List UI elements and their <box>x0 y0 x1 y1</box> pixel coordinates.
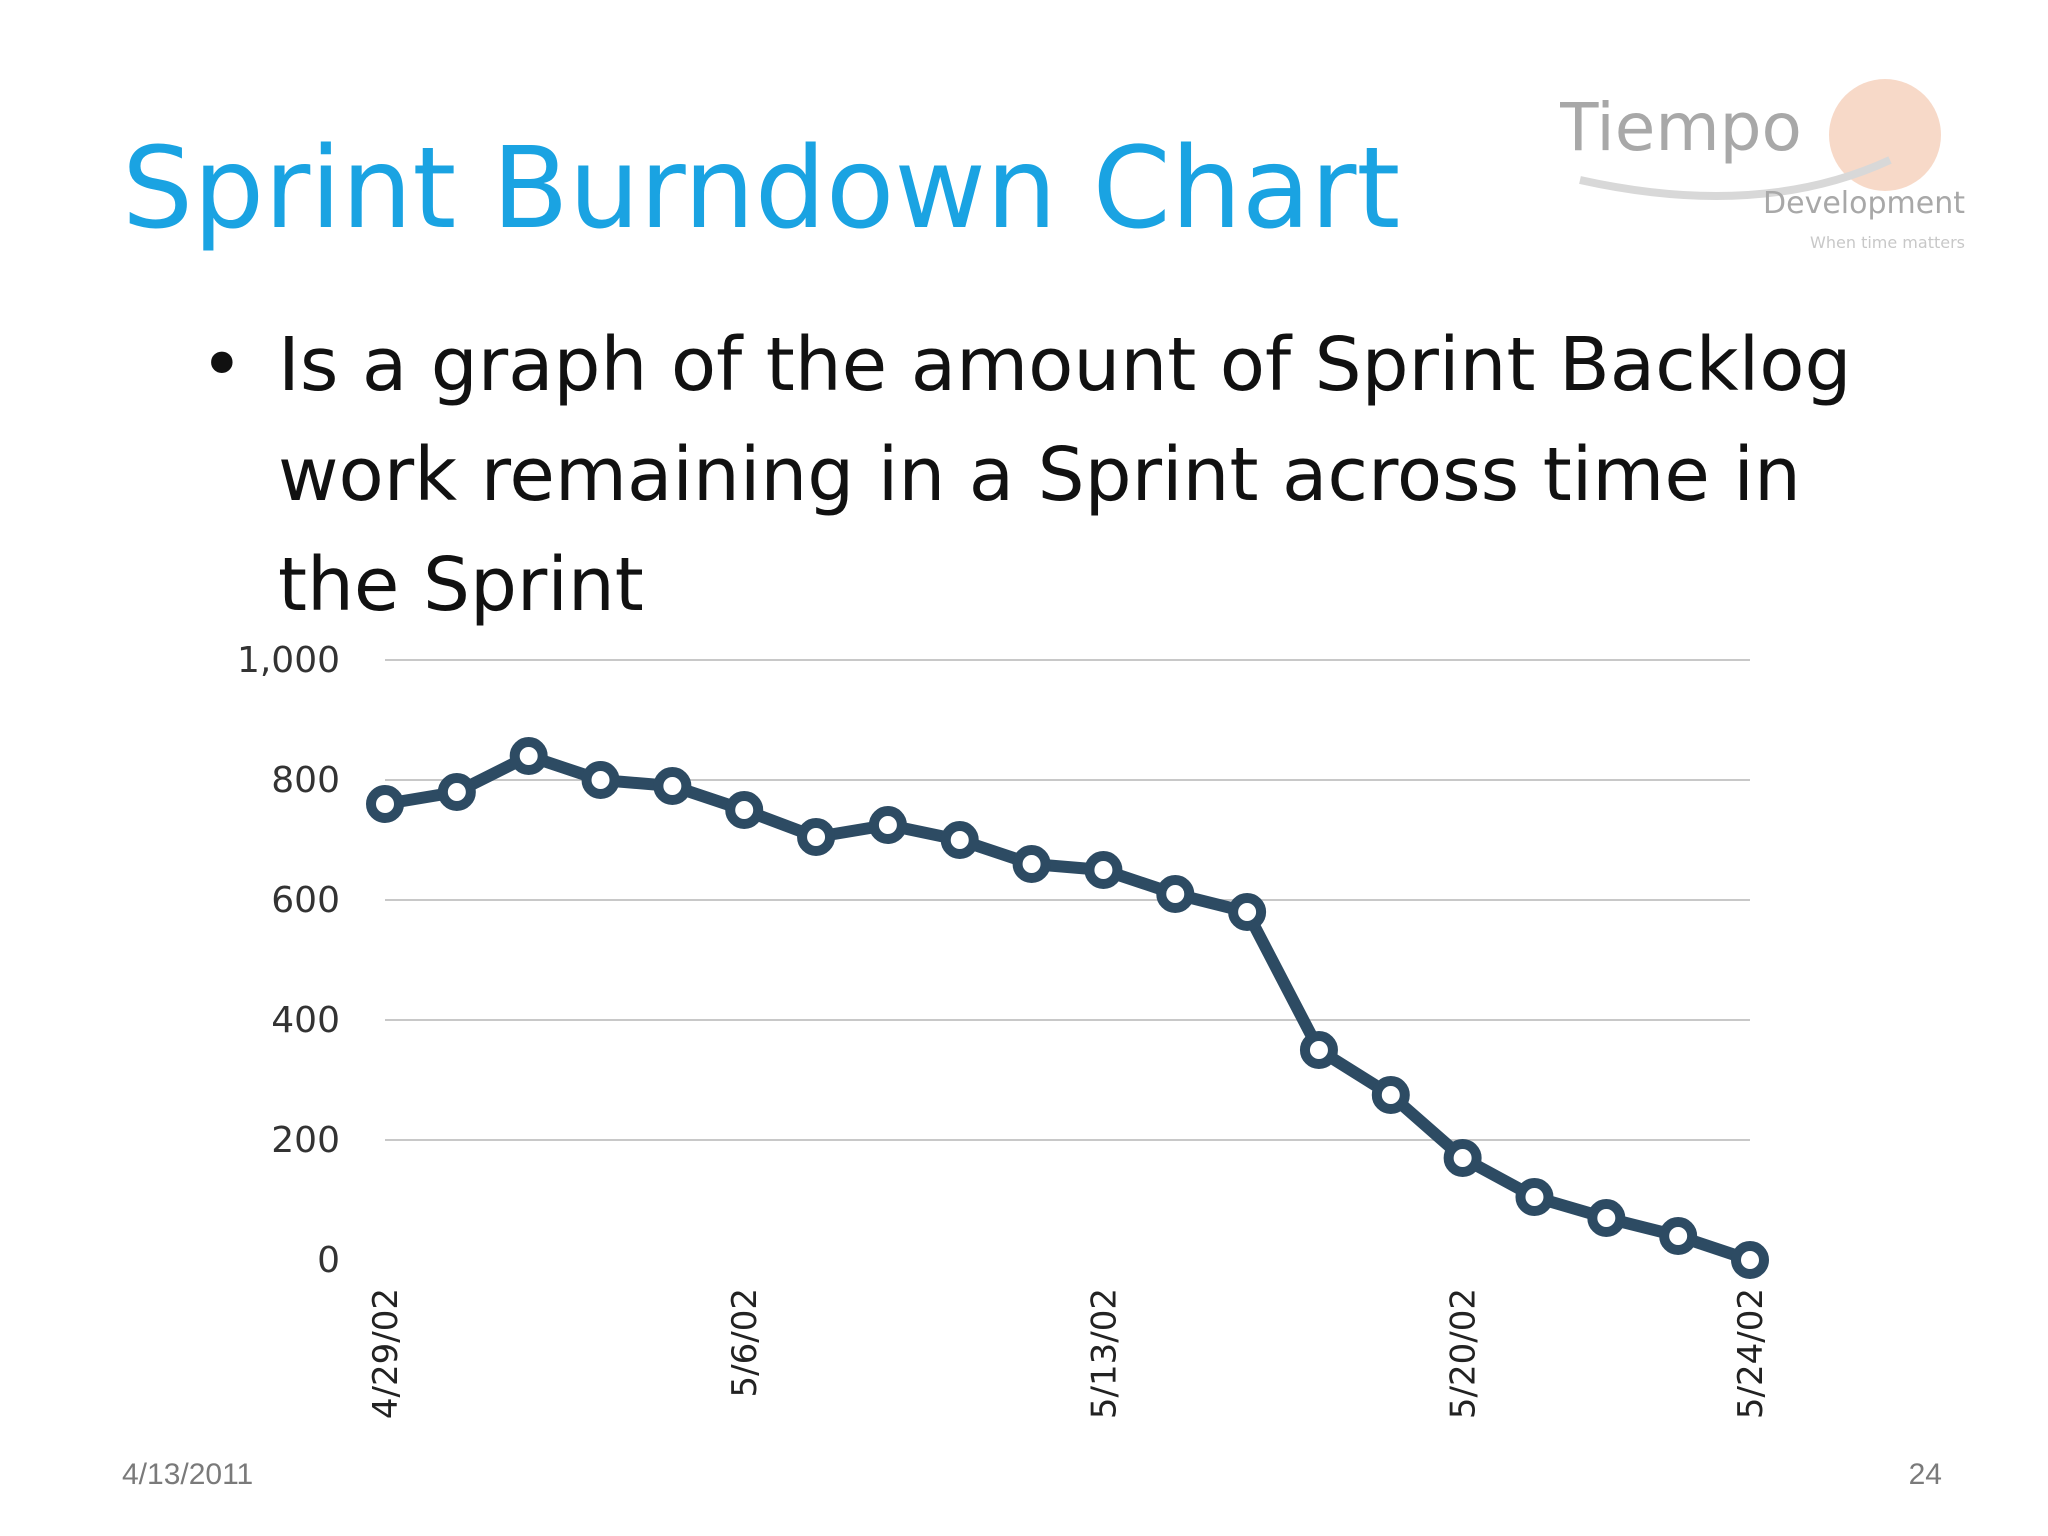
y-tick-label: 600 <box>271 880 340 921</box>
y-tick-label: 1,000 <box>237 640 340 681</box>
x-tick-label: 5/24/02 <box>1731 1288 1771 1419</box>
data-point <box>1084 851 1123 889</box>
logo-swoosh <box>1579 156 1892 200</box>
x-tick-label: 4/29/02 <box>366 1288 406 1419</box>
x-axis-ticks: 4/29/02 5/6/02 5/13/02 5/20/02 5/24/02 <box>366 1288 1771 1419</box>
page-number: 24 <box>1908 1458 1942 1491</box>
data-point <box>1731 1241 1769 1279</box>
x-tick-label: 5/20/02 <box>1444 1288 1484 1419</box>
logo-brand: Tiempo <box>1560 89 1802 166</box>
data-point <box>1156 875 1195 913</box>
data-point <box>1659 1217 1698 1255</box>
data-point <box>725 791 764 829</box>
data-point <box>437 773 476 811</box>
logo-tagline: When time matters <box>1810 233 1965 252</box>
bullet-list: Is a graph of the amount of Sprint Backl… <box>200 310 1900 640</box>
data-point <box>366 785 404 823</box>
data-point <box>509 737 548 775</box>
data-point <box>1443 1139 1482 1177</box>
y-tick-label: 400 <box>271 1000 340 1041</box>
slide-title: Sprint Burndown Chart <box>122 124 1401 254</box>
x-tick-label: 5/6/02 <box>725 1288 765 1397</box>
data-point <box>940 821 979 859</box>
grid-lines <box>385 659 1750 1141</box>
data-point <box>797 818 836 856</box>
company-logo: Tiempo Development When time matters <box>1560 79 1965 252</box>
series-points <box>366 737 1769 1279</box>
data-point <box>581 761 620 799</box>
data-point <box>1371 1076 1410 1114</box>
y-tick-label: 800 <box>271 760 340 801</box>
x-tick-label: 5/13/02 <box>1084 1288 1124 1419</box>
data-point <box>653 767 692 805</box>
data-point <box>1515 1178 1554 1216</box>
logo-circle <box>1829 79 1941 191</box>
data-point <box>1228 893 1267 931</box>
footer-date: 4/13/2011 <box>122 1458 254 1491</box>
data-point <box>868 806 907 844</box>
bullet-item: Is a graph of the amount of Sprint Backl… <box>200 310 1900 640</box>
data-point <box>1299 1031 1338 1069</box>
y-axis-ticks: 0 200 400 600 800 1,000 <box>237 640 340 1281</box>
y-tick-label: 200 <box>271 1120 340 1161</box>
logo-sub: Development <box>1763 186 1965 221</box>
burndown-chart: 0 200 400 600 800 1,000 4/29/02 5/6/02 5/13/02 5… <box>237 640 1771 1419</box>
data-point <box>1012 845 1051 883</box>
data-point <box>1587 1199 1626 1237</box>
y-tick-label: 0 <box>317 1240 340 1281</box>
